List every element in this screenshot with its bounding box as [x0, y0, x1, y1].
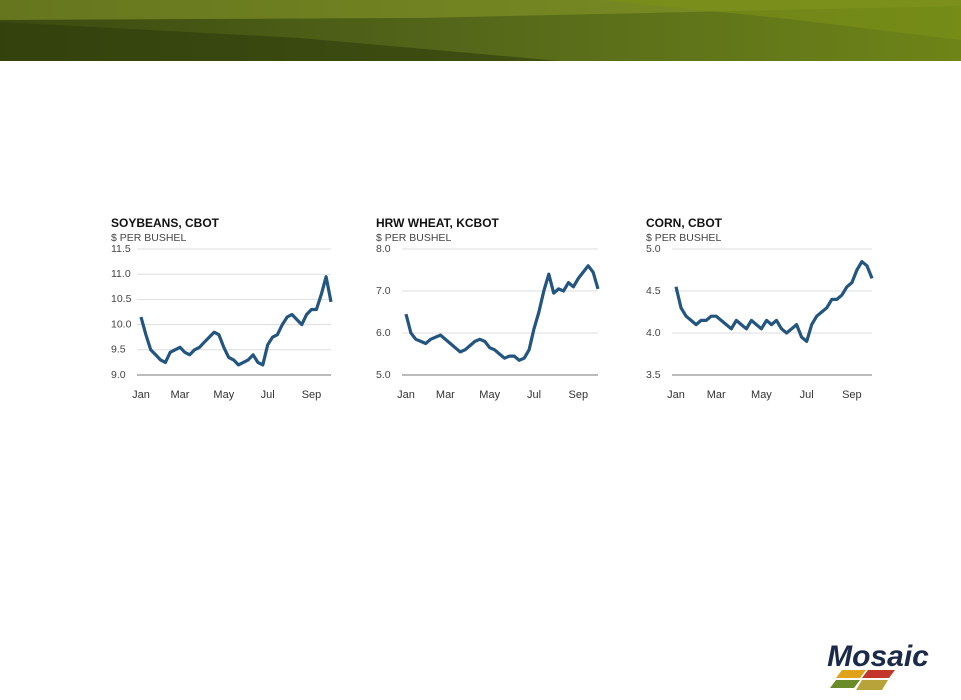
x-tick-label: Jul	[261, 389, 275, 401]
y-tick-label: 3.5	[646, 369, 661, 381]
price-line	[404, 264, 600, 362]
y-tick-label: 10.5	[111, 293, 132, 305]
y-tick-label: 10.0	[111, 318, 132, 330]
y-tick-label: 7.0	[376, 285, 391, 297]
x-tick-label: Jul	[800, 389, 814, 401]
y-tick-label: 11.0	[111, 268, 131, 280]
y-tick-label: 11.5	[111, 243, 131, 255]
y-tick-label: 9.5	[111, 344, 126, 356]
y-tick-label: 5.0	[646, 243, 661, 255]
y-tick-label: 6.0	[376, 327, 391, 339]
logo: Mosaic	[827, 640, 929, 690]
y-tick-label: 9.0	[111, 369, 126, 381]
price-line	[674, 260, 874, 343]
x-tick-label: May	[479, 389, 500, 401]
chart-subtitle: $ PER BUSHEL	[376, 232, 451, 244]
chart-title: SOYBEANS, CBOT	[111, 216, 220, 230]
header-banner	[0, 0, 961, 61]
x-tick-label: Jul	[527, 389, 541, 401]
chart: HRW WHEAT, KCBOT $ PER BUSHEL 5.0 6.0 7.0 8.0…	[376, 216, 600, 401]
price-line	[139, 275, 333, 367]
chart-subtitle: $ PER BUSHEL	[646, 232, 721, 244]
chart: CORN, CBOT $ PER BUSHEL 3.5 4.0 4.5 5.0 Jan Mar…	[646, 216, 874, 401]
x-tick-label: Jan	[397, 389, 415, 401]
x-tick-label: Sep	[569, 389, 589, 401]
y-tick-label: 5.0	[376, 369, 391, 381]
x-tick-label: Mar	[170, 389, 189, 401]
y-tick-label: 8.0	[376, 243, 391, 255]
x-tick-label: Sep	[302, 389, 322, 401]
x-tick-label: Jan	[667, 389, 685, 401]
chart-title: HRW WHEAT, KCBOT	[376, 216, 500, 230]
x-tick-label: Jan	[132, 389, 150, 401]
x-tick-label: May	[751, 389, 772, 401]
chart: SOYBEANS, CBOT $ PER BUSHEL 9.0 9.5 10.0 10.5…	[111, 216, 333, 401]
y-tick-label: 4.5	[646, 285, 661, 297]
x-tick-label: Mar	[707, 389, 726, 401]
chart-subtitle: $ PER BUSHEL	[111, 232, 186, 244]
x-tick-label: May	[213, 389, 234, 401]
logo-text: Mosaic	[827, 640, 929, 673]
y-tick-label: 4.0	[646, 327, 661, 339]
x-tick-label: Sep	[842, 389, 862, 401]
x-tick-label: Mar	[436, 389, 455, 401]
chart-title: CORN, CBOT	[646, 216, 723, 230]
